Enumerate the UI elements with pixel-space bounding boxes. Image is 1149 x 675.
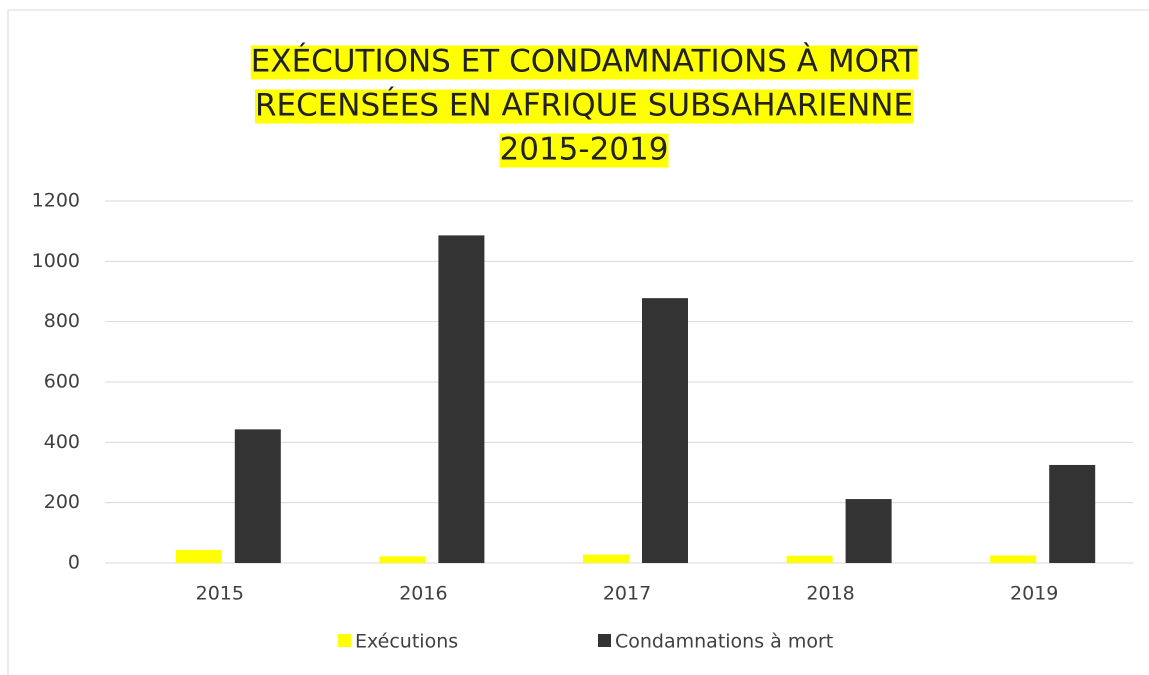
- legend-label: Exécutions: [355, 631, 458, 653]
- title-highlight: [250, 45, 919, 80]
- x-tick-label: 2016: [399, 583, 447, 605]
- chart-title: EXÉCUTIONS ET CONDAMNATIONS À MORT: [251, 44, 919, 80]
- title-highlight: [499, 133, 669, 168]
- bar: [1049, 464, 1096, 563]
- title-highlights: [250, 45, 919, 168]
- x-tick-label: 2019: [1010, 583, 1058, 605]
- bar: [990, 555, 1037, 563]
- bar: [379, 556, 426, 563]
- x-tick-label: 2015: [196, 583, 244, 605]
- bar: [438, 235, 485, 563]
- y-tick-label: 1200: [32, 190, 80, 212]
- bar: [234, 429, 281, 563]
- bar: [175, 550, 222, 563]
- y-tick-label: 600: [44, 371, 80, 393]
- y-tick-label: 200: [44, 491, 80, 513]
- bar: [583, 554, 629, 563]
- x-tick-label: 2018: [806, 583, 854, 605]
- chart-title: 2015-2019: [500, 132, 669, 168]
- chart-title: RECENSÉES EN AFRIQUE SUBSAHARIENNE: [255, 88, 913, 124]
- title-highlight: [254, 89, 914, 124]
- bar: [642, 298, 688, 563]
- y-tick-label: 0: [68, 552, 80, 574]
- bar: [845, 499, 892, 563]
- x-tick-label: 2017: [603, 583, 651, 605]
- legend-label: Condamnations à mort: [615, 631, 833, 653]
- legend-swatch: [598, 634, 611, 647]
- bar: [786, 555, 833, 563]
- y-tick-label: 800: [44, 310, 80, 332]
- y-tick-label: 1000: [32, 250, 80, 272]
- y-tick-label: 400: [44, 431, 80, 453]
- chart-frame: [7, 9, 1149, 675]
- legend-swatch: [338, 634, 351, 647]
